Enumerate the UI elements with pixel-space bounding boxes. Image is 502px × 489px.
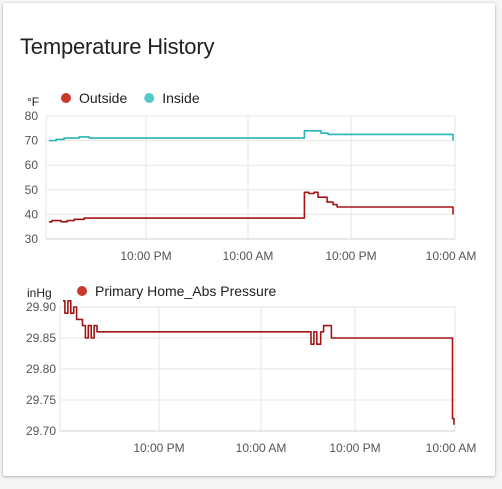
y-tick-label: 70 [25, 134, 39, 148]
legend-label-0: Outside [79, 90, 127, 106]
x-tick-label: 10:00 AM [236, 441, 287, 455]
y-tick-label: 50 [25, 183, 39, 197]
x-tick-label: 10:00 PM [120, 249, 171, 263]
x-tick-label: 10:00 PM [325, 249, 376, 263]
legend-swatch-0 [61, 93, 71, 103]
series-line-1 [49, 130, 454, 142]
y-tick-label: 80 [25, 109, 39, 123]
y-axis-unit-label: °F [27, 95, 39, 109]
x-tick-label: 10:00 PM [133, 441, 184, 455]
series-line-0 [49, 191, 454, 223]
y-tick-label: 60 [25, 158, 39, 172]
x-tick-label: 10:00 AM [223, 249, 274, 263]
y-axis-unit-label: inHg [27, 286, 52, 300]
y-tick-label: 29.75 [26, 393, 56, 407]
legend-label-0: Primary Home_Abs Pressure [95, 283, 276, 299]
x-tick-label: 10:00 AM [426, 249, 477, 263]
x-tick-label: 10:00 AM [426, 441, 477, 455]
y-tick-label: 29.90 [26, 300, 56, 314]
y-tick-label: 30 [25, 232, 39, 246]
y-tick-label: 40 [25, 207, 39, 221]
legend-label-1: Inside [162, 90, 200, 106]
y-tick-label: 29.80 [26, 362, 56, 376]
series-line-0 [63, 300, 455, 425]
legend-swatch-0 [77, 286, 87, 296]
y-tick-label: 29.85 [26, 331, 56, 345]
y-tick-label: 29.70 [26, 424, 56, 438]
card-title: Temperature History [20, 34, 215, 59]
x-tick-label: 10:00 PM [329, 441, 380, 455]
legend-swatch-1 [144, 93, 155, 103]
